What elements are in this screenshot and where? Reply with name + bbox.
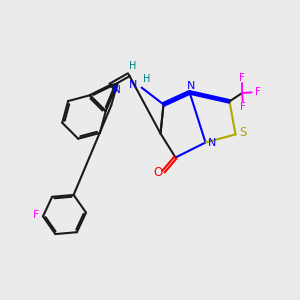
Text: N: N <box>113 85 121 95</box>
Text: H: H <box>129 61 136 71</box>
Text: N: N <box>187 81 195 92</box>
Text: F: F <box>255 87 261 98</box>
Text: H: H <box>143 74 151 84</box>
Text: S: S <box>239 126 247 140</box>
Text: F: F <box>240 102 246 112</box>
Text: N: N <box>129 80 137 90</box>
Text: F: F <box>33 211 40 220</box>
Text: F: F <box>239 73 245 83</box>
Text: N: N <box>208 137 216 148</box>
Text: O: O <box>154 166 163 179</box>
